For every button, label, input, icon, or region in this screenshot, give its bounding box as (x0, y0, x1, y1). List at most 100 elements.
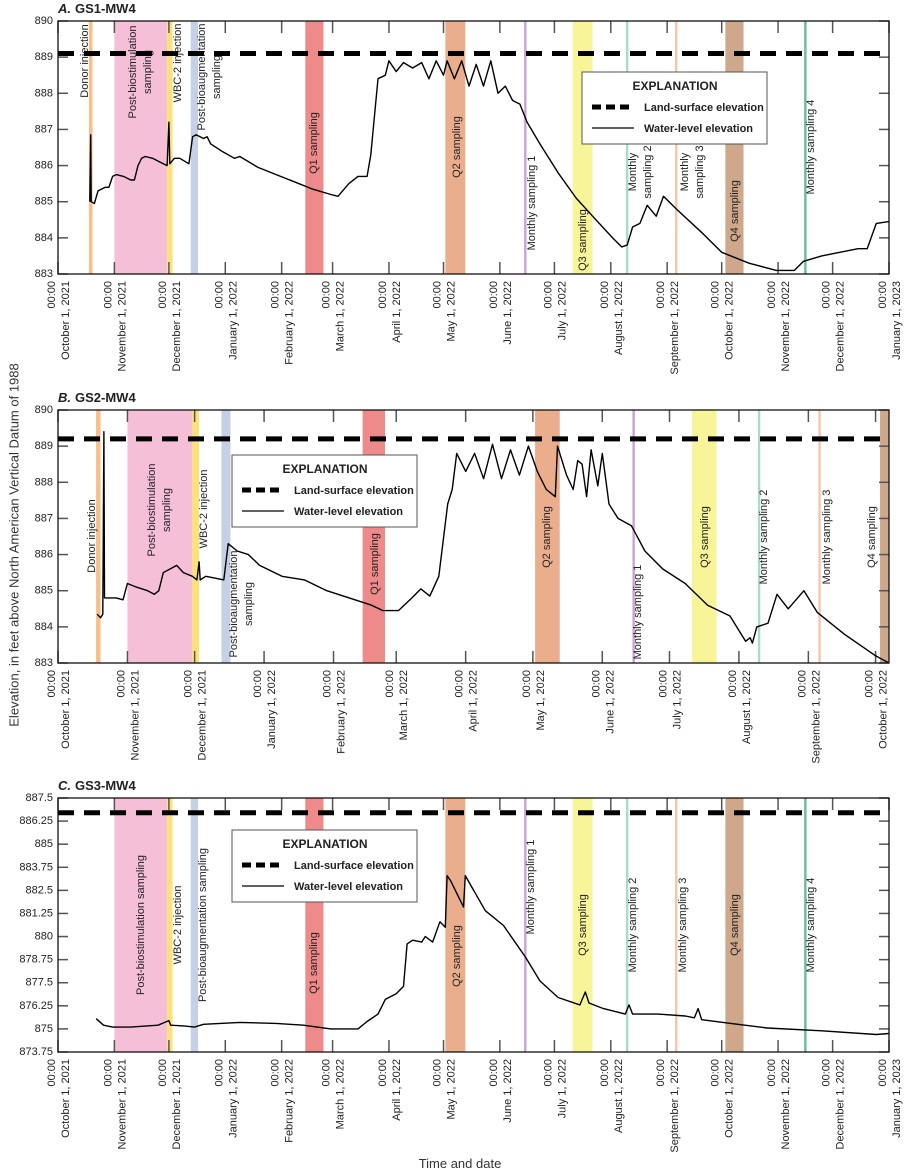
x-tick-date-label: November 1, 2022 (780, 1059, 792, 1150)
y-tick-label: 884 (35, 621, 53, 633)
x-tick-date-label: May 1, 2022 (445, 281, 457, 342)
panel-well-name: GS1-MW4 (75, 1, 136, 16)
event-label-donor: Donor injection (79, 24, 91, 97)
event-line-monthly3 (675, 21, 678, 274)
y-tick-label: 886 (35, 549, 53, 561)
event-label-q1: Q1 sampling (308, 932, 320, 994)
x-axis: 00:00 October 1, 2021 00:00 November 1, 202… (46, 21, 903, 375)
event-band-post_bioaugmentation (221, 410, 231, 663)
event-labels: Donor injection Post-biostimulation sampli… (86, 464, 878, 660)
event-band-post_biostimulation (127, 410, 193, 663)
event-label-monthly2: sampling 2 (642, 145, 654, 198)
x-tick-date-label: November 1, 2021 (129, 670, 141, 761)
legend-land-surface-label: Land-surface elevation (294, 860, 414, 872)
x-tick-time-label: 00:00 (521, 670, 533, 698)
event-label-wbc2: WBC-2 injection (198, 470, 210, 549)
event-label-monthly3: Monthly (679, 152, 691, 191)
x-tick-time-label: 00:00 (321, 1059, 333, 1087)
y-tick-label: 888 (35, 476, 53, 488)
x-tick-date-label: December 1, 2022 (835, 281, 847, 372)
x-tick-time-label: 00:00 (322, 670, 334, 698)
x-tick-date-label: January 1, 2022 (227, 1059, 239, 1138)
x-tick-date-label: October 1, 2021 (60, 281, 72, 360)
y-tick-label: 887 (35, 512, 53, 524)
x-tick-time-label: 00:00 (46, 670, 58, 698)
y-tick-label: 890 (35, 15, 53, 27)
event-labels: Donor injection Post-biostimulation sampli… (79, 23, 817, 270)
event-line-monthly4 (804, 798, 807, 1052)
event-band-q1 (305, 21, 324, 274)
x-tick-time-label: 00:00 (377, 1059, 389, 1087)
event-label-monthly1: Monthly sampling 1 (526, 156, 538, 251)
event-band-q4 (725, 798, 744, 1052)
plot-frame (57, 409, 890, 664)
x-tick-date-label: April 1, 2022 (391, 1059, 403, 1121)
x-tick-date-label: April 1, 2022 (391, 281, 403, 343)
y-tick-label: 889 (35, 51, 53, 63)
x-tick-date-label: September 1, 2022 (669, 1059, 681, 1153)
x-tick-time-label: 00:00 (46, 281, 58, 309)
x-tick-time-label: 00:00 (796, 670, 808, 698)
event-band-post_biostimulation (114, 21, 168, 274)
event-label-monthly3: Monthly sampling 3 (821, 490, 833, 585)
x-tick-date-label: October 1, 2022 (724, 1059, 736, 1138)
x-tick-time-label: 00:00 (864, 670, 876, 698)
event-line-monthly3 (675, 798, 678, 1052)
event-label-q1: Q1 sampling (369, 533, 381, 595)
y-tick-label: 883 (35, 657, 53, 669)
event-label-q2: Q2 sampling (451, 925, 463, 987)
event-label-monthly3: Monthly sampling 3 (677, 878, 689, 973)
x-tick-time-label: 00:00 (488, 1059, 500, 1087)
legend: EXPLANATION Land-surface elevation Water-l… (231, 454, 418, 528)
x-tick-date-label: October 1, 2022 (878, 670, 890, 749)
legend-box (581, 71, 768, 145)
x-tick-time-label: 00:00 (590, 670, 602, 698)
y-tick-label: 883.75 (19, 861, 53, 873)
x-tick-date-label: January 1, 2022 (227, 281, 239, 360)
x-tick-date-label: October 1, 2022 (724, 281, 736, 360)
x-tick-time-label: 00:00 (115, 670, 127, 698)
y-tick-label: 885 (35, 838, 53, 850)
y-axis: 883 884 885 886 887 888 889 890 (35, 404, 889, 669)
legend-water-level-label: Water-level elevation (294, 881, 403, 893)
x-tick-time-label: 00:00 (384, 670, 396, 698)
event-label-q3: Q3 sampling (577, 894, 589, 956)
x-tick-time-label: 00:00 (377, 281, 389, 309)
y-tick-label: 886.25 (19, 815, 53, 827)
event-band-q2 (445, 798, 466, 1052)
x-tick-date-label: May 1, 2022 (535, 670, 547, 731)
plot-frame (57, 20, 890, 275)
panel-title: B. GS2-MW4 (58, 390, 136, 405)
x-tick-time-label: 00:00 (821, 1059, 833, 1087)
x-tick-time-label: 00:00 (431, 1059, 443, 1087)
event-label-post_biostimulation: Post-biostimulation (127, 26, 139, 119)
event-label-post_bioaugmentation: Post-bioaugmentation (228, 550, 240, 657)
x-tick-time-label: 00:00 (270, 1059, 282, 1087)
x-tick-time-label: 00:00 (655, 281, 667, 309)
x-tick-date-label: August 1, 2022 (741, 670, 753, 744)
x-tick-time-label: 00:00 (102, 1059, 114, 1087)
x-tick-date-label: July 1, 2022 (556, 1059, 568, 1118)
event-label-wbc2: WBC-2 injection (172, 24, 184, 103)
x-tick-date-label: February 1, 2022 (284, 281, 296, 365)
event-label-q3: Q3 sampling (699, 506, 711, 568)
y-tick-label: 883 (35, 268, 53, 280)
event-label-monthly1: Monthly sampling 1 (632, 565, 644, 660)
water-level-elevation-line (96, 431, 889, 663)
panel-title: C. GS3-MW4 (58, 778, 136, 793)
y-tick-label: 873.75 (19, 1046, 53, 1058)
x-tick-date-label: February 1, 2022 (336, 670, 348, 754)
y-tick-label: 888 (35, 87, 53, 99)
event-bands (96, 410, 889, 663)
x-tick-time-label: 00:00 (655, 1059, 667, 1087)
y-tick-label: 880 (35, 931, 53, 943)
panel-letter: B. (58, 390, 71, 405)
legend: EXPLANATION Land-surface elevation Water-l… (231, 829, 418, 903)
event-line-monthly1 (632, 410, 635, 663)
event-label-q4: Q4 sampling (729, 180, 741, 242)
y-tick-label: 885 (35, 196, 53, 208)
y-tick-label: 877.5 (25, 977, 53, 989)
x-tick-time-label: 00:00 (213, 281, 225, 309)
